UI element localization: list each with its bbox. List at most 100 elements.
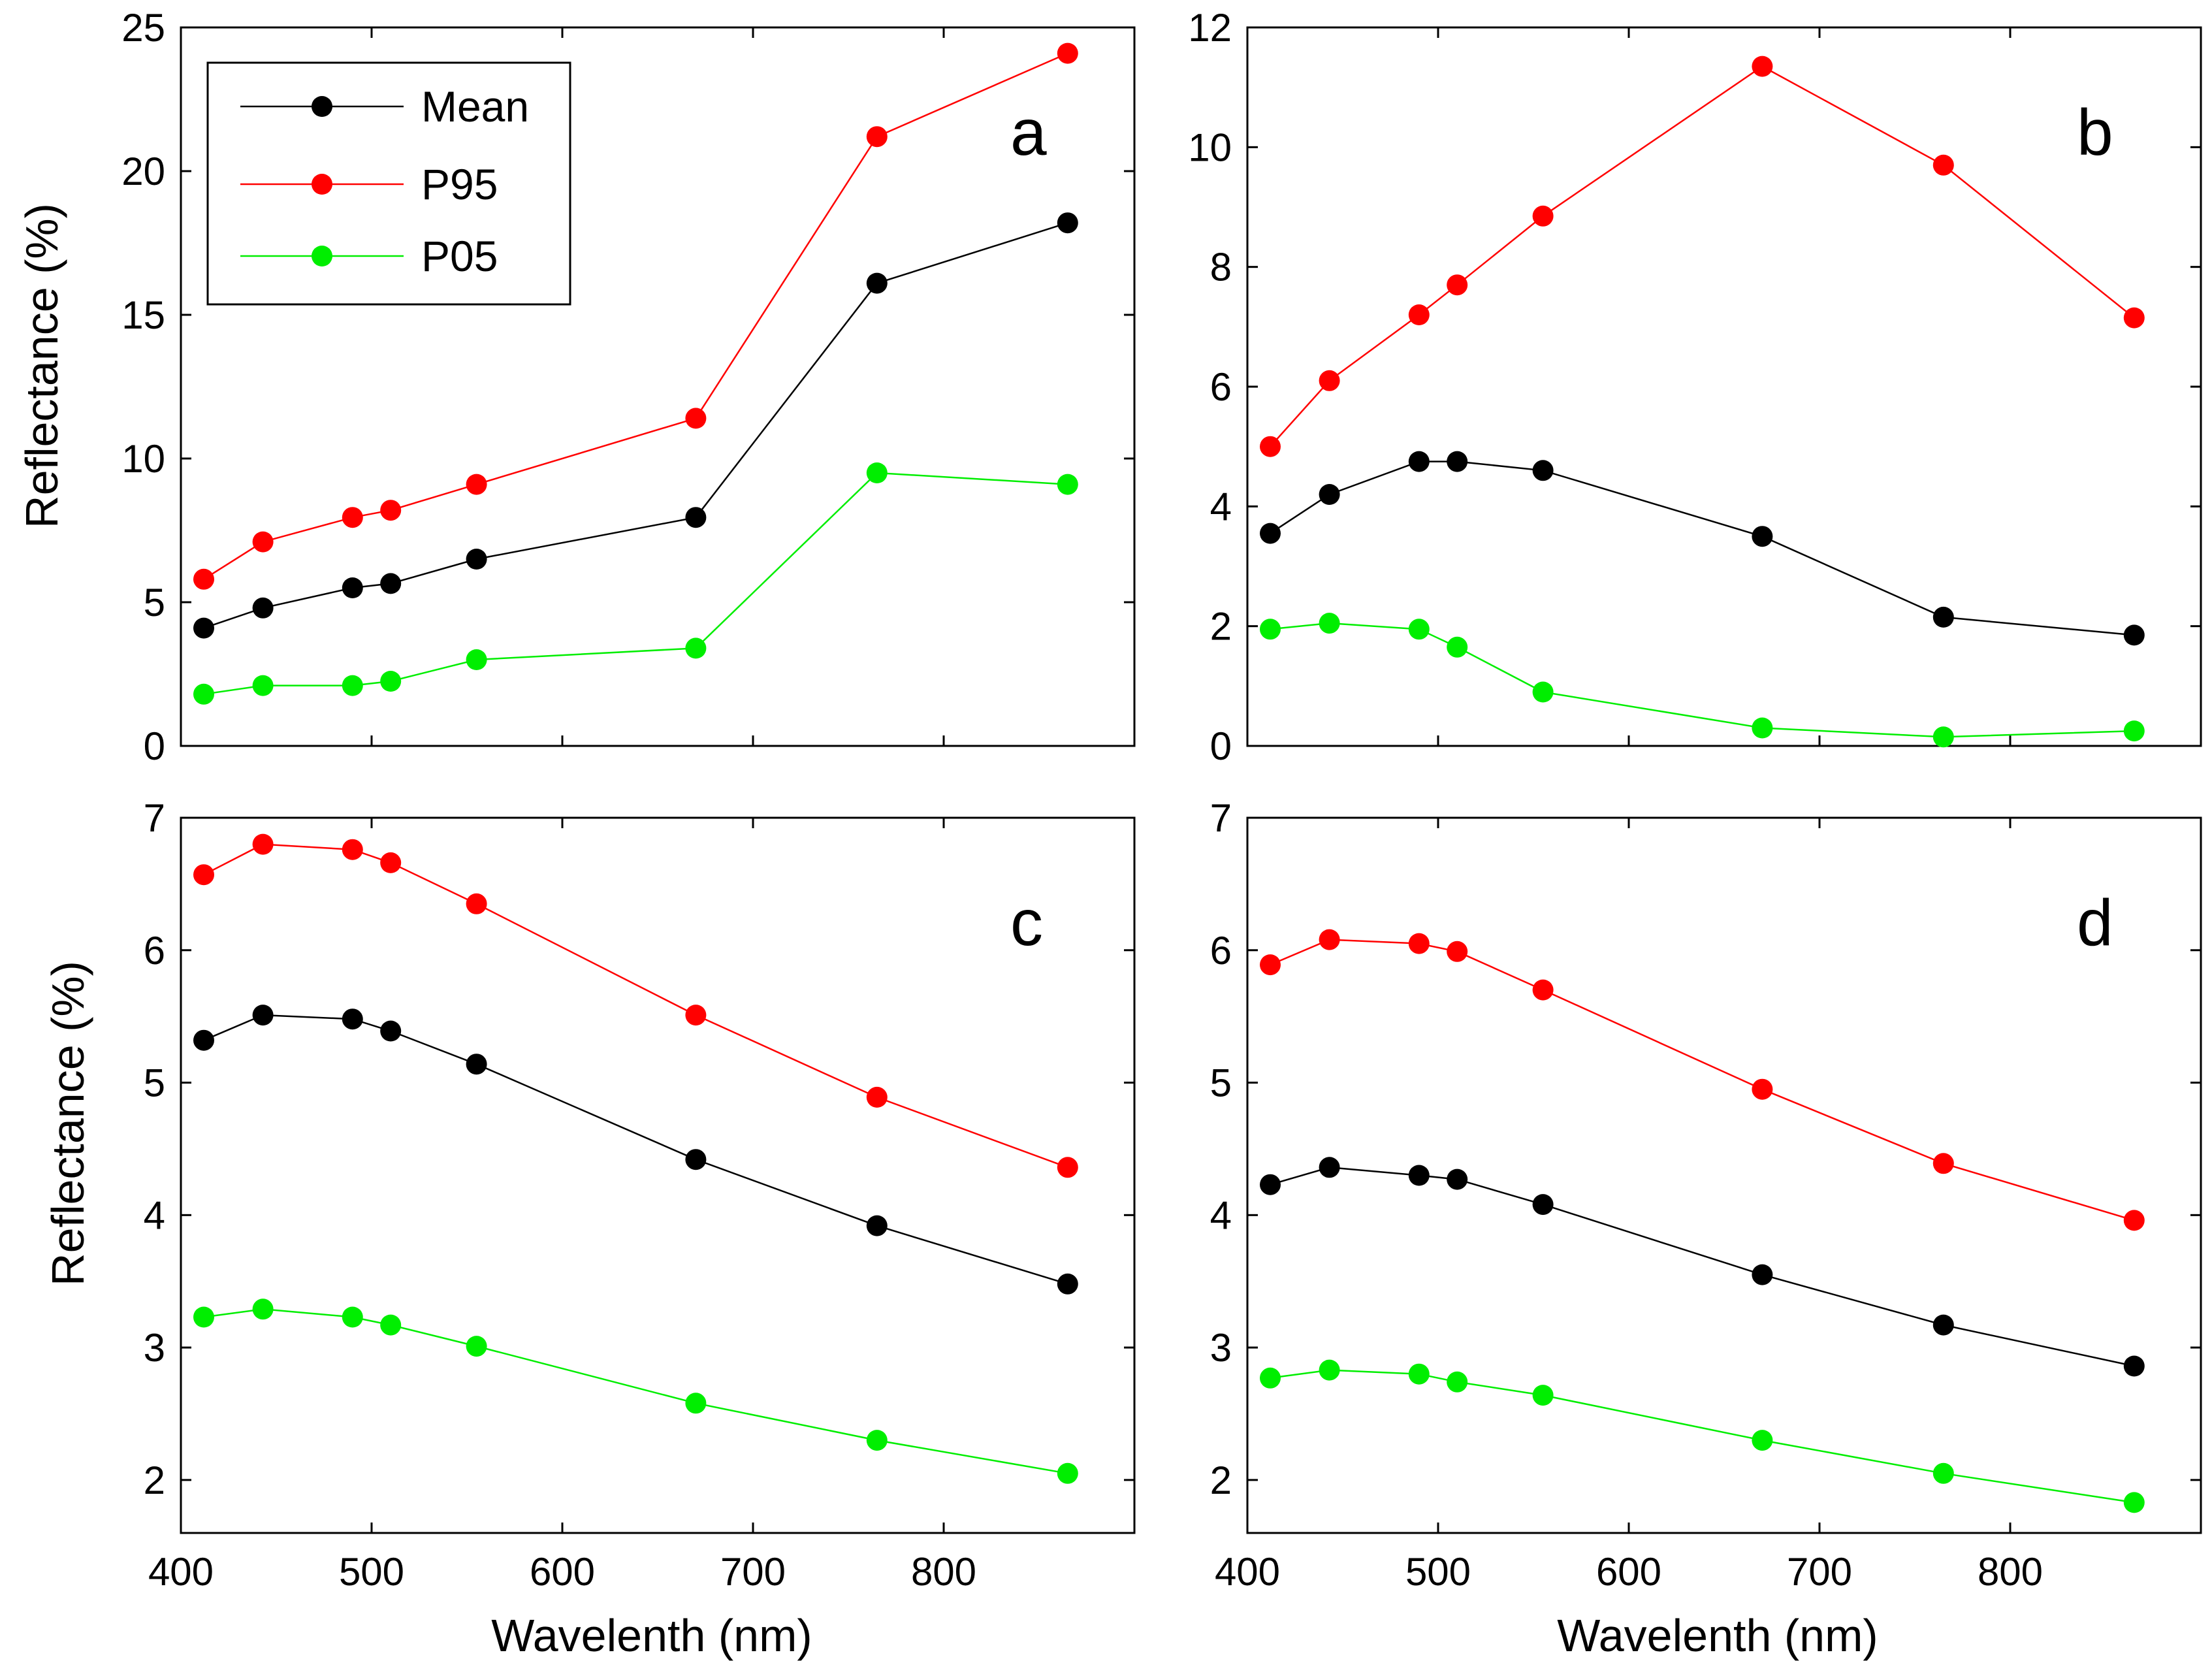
panel-a-point-p95 [380, 500, 402, 521]
panel-d-ytick-label: 6 [1210, 929, 1232, 973]
panel-d-series-mean [1260, 1157, 2145, 1377]
panel-c-line-p05 [203, 1308, 1068, 1475]
panel-d-point-p05 [1532, 1385, 1554, 1406]
panel-c-point-p95 [252, 833, 274, 855]
legend-marker-p05 [312, 246, 332, 266]
panel-b-point-mean [1532, 460, 1554, 481]
panel-c-point-p05 [466, 1336, 487, 1357]
panel-d-point-mean [1319, 1157, 1340, 1178]
panel-d-ytick-label: 5 [1210, 1061, 1232, 1105]
panel-c-xtick-label: 600 [530, 1550, 595, 1594]
legend: Mean P95 P05 [206, 61, 571, 306]
legend-entry-p95: P95 [240, 160, 498, 208]
panel-b-point-p95 [1447, 274, 1468, 296]
panel-b-ytick-label: 6 [1210, 365, 1232, 409]
legend-label-p95: P95 [421, 160, 498, 208]
panel-b-line-p05 [1270, 622, 2134, 738]
panel-b-point-p95 [2123, 307, 2145, 329]
panel-c-point-p05 [1057, 1462, 1078, 1484]
panel-d-ytick-label: 2 [1210, 1458, 1232, 1502]
panel-d-xtick-label: 500 [1405, 1550, 1471, 1594]
panel-d-point-p05 [1752, 1430, 1773, 1451]
panel-d-point-p05 [1932, 1462, 1954, 1484]
panel-c-point-p95 [380, 852, 402, 873]
panel-c-point-p05 [685, 1393, 707, 1414]
panel-b-point-p05 [1408, 619, 1430, 640]
panel-a-ytick-label: 25 [121, 6, 165, 50]
panel-c-point-mean [252, 1005, 274, 1026]
panel-d-point-mean [1752, 1264, 1773, 1285]
panel-a-point-mean [685, 507, 707, 528]
panel-a-point-p95 [866, 126, 888, 148]
y-axis-title-top: Reflectance (%) [16, 203, 67, 528]
panel-c-point-mean [466, 1054, 487, 1075]
panel-c-ytick-label: 2 [144, 1458, 165, 1502]
panel-a-point-mean [342, 577, 363, 598]
panel-d-line-p05 [1270, 1369, 2134, 1504]
panel-d-point-mean [1260, 1174, 1281, 1195]
panel-c-point-p95 [466, 893, 487, 914]
legend-label-mean: Mean [421, 82, 529, 131]
panel-b-point-p05 [1260, 619, 1281, 640]
panel-b-point-p95 [1319, 370, 1340, 391]
panel-d-point-p05 [1408, 1363, 1430, 1385]
panel-c-point-mean [1057, 1273, 1078, 1295]
panel-b-point-p95 [1932, 154, 1954, 176]
legend-entry-mean: Mean [240, 82, 529, 131]
panel-c-line-p95 [203, 843, 1068, 1168]
panel-d-line-mean [1270, 1167, 2135, 1367]
panel-d-point-p95 [1532, 979, 1554, 1001]
panel-c-ytick-label: 4 [144, 1193, 165, 1237]
panel-d-point-p05 [1319, 1359, 1340, 1381]
panel-c-series-mean [193, 1005, 1078, 1295]
panel-a-point-p05 [380, 671, 402, 692]
panel-c-ytick-label: 7 [144, 796, 165, 840]
y-axis-title-bottom: Reflectance (%) [42, 961, 93, 1286]
panel-c-line-mean [203, 1014, 1068, 1285]
panel-b-line-mean [1270, 460, 2134, 636]
panel-d-point-p95 [1752, 1078, 1773, 1100]
panel-a-point-p05 [252, 675, 274, 696]
panel-c: 2 3 4 5 6 7 400 500 600 700 800 c [144, 796, 1136, 1594]
panel-d-xtick-label: 400 [1215, 1550, 1280, 1594]
panel-d-line-p95 [1270, 939, 2135, 1221]
legend-marker-p95 [312, 174, 332, 195]
panel-b-series-p05 [1260, 613, 2145, 748]
panel-c-point-p05 [193, 1306, 214, 1328]
panel-b-point-p05 [1932, 726, 1954, 748]
panel-d-ytick-label: 4 [1210, 1193, 1232, 1237]
panel-b-point-mean [2123, 624, 2145, 646]
panel-d-xtick-label: 600 [1596, 1550, 1661, 1594]
panel-c-point-mean [685, 1149, 707, 1170]
panel-b-ytick-label: 0 [1210, 724, 1232, 768]
panel-b-series-p95 [1260, 56, 2145, 457]
panel-c-series-p95 [193, 833, 1078, 1178]
panel-a-point-p05 [193, 683, 214, 705]
panel-d-point-p95 [1408, 933, 1430, 954]
panel-a-point-p95 [252, 531, 274, 553]
panel-b-point-mean [1752, 526, 1773, 547]
panel-a-letter: a [1010, 96, 1047, 169]
panel-a-line-mean [203, 222, 1068, 629]
panel-c-xtick-label: 800 [911, 1550, 976, 1594]
panel-b-point-mean [1260, 523, 1281, 544]
panel-b-point-mean [1408, 451, 1430, 472]
panel-c-point-p05 [342, 1306, 363, 1328]
panel-d-series-p95 [1260, 929, 2145, 1231]
panel-a-series-p95 [193, 42, 1078, 590]
panel-a-series-mean [193, 212, 1078, 639]
panel-d-point-p95 [1260, 954, 1281, 976]
panel-c-point-p05 [866, 1430, 888, 1451]
panel-b-point-p95 [1532, 205, 1554, 227]
panel-a-point-mean [380, 573, 402, 594]
panel-a-point-mean [193, 617, 214, 639]
panel-d-point-mean [1932, 1314, 1954, 1336]
panel-b-series-mean [1260, 451, 2145, 646]
panel-d-point-p95 [2123, 1210, 2145, 1231]
panel-c-series-p05 [193, 1298, 1078, 1484]
panel-d-point-p05 [1260, 1367, 1281, 1389]
panel-d-point-p95 [1319, 929, 1340, 950]
panel-d-ytick-label: 7 [1210, 796, 1232, 840]
panel-c-point-p95 [866, 1086, 888, 1108]
